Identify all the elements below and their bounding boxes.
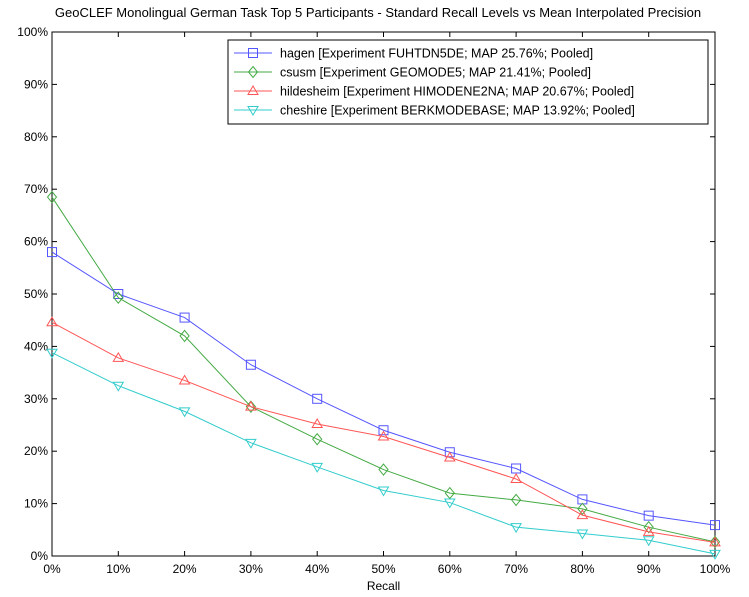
legend-label: cheshire [Experiment BERKMODEBASE; MAP 1… [280, 104, 635, 118]
legend-entry: hildesheim [Experiment HIMODENE2NA; MAP … [234, 85, 634, 99]
x-tick-label: 50% [371, 562, 395, 576]
data-point [510, 472, 522, 483]
x-tick-label: 40% [305, 562, 329, 576]
series-line [51, 196, 716, 543]
y-tick-label: 40% [24, 339, 48, 353]
legend-label: csusm [Experiment GEOMODE5; MAP 21.41%; … [280, 66, 591, 80]
data-point [443, 451, 456, 462]
series-line [51, 321, 716, 543]
y-tick-label: 20% [24, 444, 48, 458]
data-point [709, 536, 721, 547]
data-point [642, 536, 655, 547]
y-tick-label: 50% [24, 287, 48, 301]
data-point [113, 289, 124, 299]
data-point [577, 502, 588, 516]
data-point [312, 393, 323, 404]
data-point [245, 438, 257, 449]
data-point [178, 374, 191, 385]
x-tick-label: 10% [106, 562, 130, 576]
series-line [51, 251, 716, 526]
x-tick-label: 70% [504, 562, 528, 576]
data-point [709, 535, 721, 549]
y-tick-label: 80% [24, 130, 48, 144]
legend: hagen [Experiment FUHTDN5DE; MAP 25.76%;… [227, 39, 709, 125]
legend-marker [247, 65, 259, 79]
data-point [510, 523, 522, 534]
data-point [46, 190, 58, 204]
data-point [312, 432, 323, 446]
data-point [245, 400, 257, 411]
data-point [576, 509, 589, 520]
x-tick-label: 80% [570, 562, 594, 576]
y-tick-label: 60% [24, 235, 48, 249]
data-point [643, 510, 654, 521]
x-tick-label: 60% [438, 562, 462, 576]
data-point [245, 400, 257, 413]
series-layer [46, 190, 721, 560]
data-point [642, 525, 655, 536]
legend-entry: csusm [Experiment GEOMODE5; MAP 21.41%; … [234, 66, 591, 80]
data-point [245, 359, 256, 370]
data-point [112, 351, 125, 362]
legend-marker [247, 85, 259, 95]
data-point [510, 493, 522, 507]
data-point [112, 381, 125, 392]
data-point [576, 529, 589, 540]
series-2 [46, 190, 721, 549]
data-point [378, 463, 389, 476]
x-tick-label: 90% [637, 562, 661, 576]
data-point [377, 486, 390, 497]
legend-label: hildesheim [Experiment HIMODENE2NA; MAP … [280, 85, 634, 99]
y-tick-label: 70% [24, 182, 48, 196]
series-3 [46, 316, 721, 547]
data-point [178, 407, 191, 418]
data-point [444, 447, 455, 458]
data-point [46, 348, 58, 359]
legend-entry: hagen [Experiment FUHTDN5DE; MAP 25.76%;… [234, 47, 593, 61]
y-tick-label: 10% [24, 497, 48, 511]
data-point [643, 520, 654, 534]
data-point [443, 498, 456, 509]
data-point [377, 430, 390, 441]
legend-box [227, 39, 709, 125]
series-4 [46, 348, 721, 560]
data-point [47, 247, 57, 258]
data-point [179, 312, 190, 323]
chart-title: GeoCLEF Monolingual German Task Top 5 Pa… [55, 5, 701, 20]
data-point [709, 549, 721, 560]
y-tick-label: 90% [24, 77, 48, 91]
x-tick-label: 30% [239, 562, 263, 576]
data-point [179, 329, 190, 343]
data-point [46, 316, 58, 327]
data-point [113, 291, 124, 304]
x-axis-label: Recall [367, 579, 400, 593]
legend-entry: cheshire [Experiment BERKMODEBASE; MAP 1… [234, 104, 635, 118]
data-point [378, 425, 389, 436]
data-point [311, 462, 324, 473]
x-tick-label: 100% [700, 562, 731, 576]
y-tick-label: 100% [17, 25, 48, 39]
axis-ticks: 0% 10% 20% 30% 40% 50% 60% 70% 80% 90% 100% 0% 10% 20… [17, 25, 730, 576]
data-point [311, 417, 324, 428]
legend-marker [248, 48, 258, 58]
y-tick-label: 0% [31, 549, 49, 563]
legend-label: hagen [Experiment FUHTDN5DE; MAP 25.76%;… [280, 47, 593, 61]
y-tick-label: 30% [24, 392, 48, 406]
series-line [51, 352, 716, 555]
legend-marker [247, 106, 259, 116]
x-tick-label: 0% [43, 562, 61, 576]
data-point [710, 520, 720, 531]
x-tick-label: 20% [173, 562, 197, 576]
